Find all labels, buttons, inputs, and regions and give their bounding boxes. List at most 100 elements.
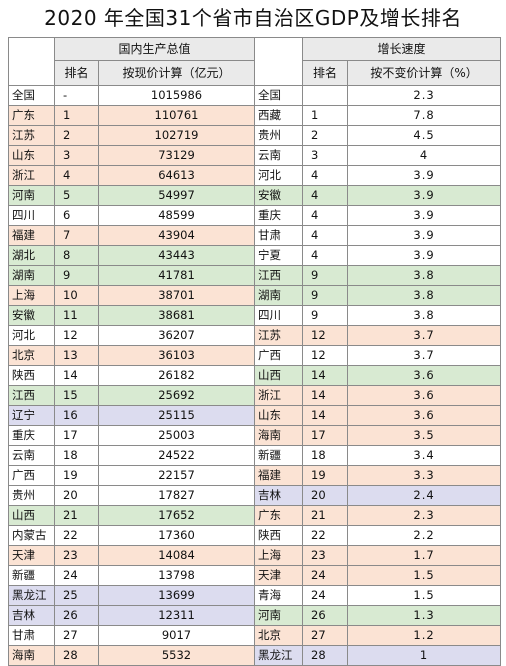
gdp-rank-cell: 7 (54, 225, 99, 246)
gdp-rank-cell: 22 (54, 525, 99, 546)
growth-province-cell: 西藏 (254, 105, 304, 126)
growth-rate-cell: 1 (347, 645, 502, 666)
growth-rate-cell: 3.8 (347, 265, 502, 286)
growth-province-cell: 河北 (254, 165, 304, 186)
gdp-province-cell: 广东 (8, 105, 55, 126)
gdp-value-cell: 9017 (97, 625, 256, 646)
gdp-value-cell: 54997 (97, 185, 256, 206)
growth-province-cell: 云南 (254, 145, 304, 166)
growth-rate-cell: 3.9 (347, 225, 502, 246)
gdp-rank-cell: 11 (54, 305, 99, 326)
growth-rate-cell: 1.5 (347, 565, 502, 586)
gdp-value-cell: 17827 (97, 485, 256, 506)
gdp-province-cell: 天津 (8, 545, 55, 566)
header-row-groups: 国内生产总值 增长速度 (8, 37, 502, 86)
growth-province-cell: 山东 (254, 405, 304, 426)
growth-province-cell: 四川 (254, 305, 304, 326)
gdp-province-cell: 江苏 (8, 125, 55, 146)
gdp-value-cell: 73129 (97, 145, 256, 166)
gdp-rank-cell: 25 (54, 585, 99, 606)
table-row: 山西 21 17652 广东 21 2.3 (8, 505, 502, 526)
table-row: 辽宁 16 25115 山东 14 3.6 (8, 405, 502, 426)
gdp-value-cell: 48599 (97, 205, 256, 226)
growth-rate-cell: 2.3 (347, 505, 502, 526)
growth-province-cell: 浙江 (254, 385, 304, 406)
growth-rank-cell: 28 (302, 645, 349, 666)
growth-rank-cell: 23 (302, 545, 349, 566)
growth-rate-cell: 3.7 (347, 345, 502, 366)
growth-rate-cell: 3.9 (347, 185, 502, 206)
growth-rank-cell: 27 (302, 625, 349, 646)
table-row: 云南 18 24522 新疆 18 3.4 (8, 445, 502, 466)
gdp-value-cell: 17360 (97, 525, 256, 546)
gdp-province-cell: 新疆 (8, 565, 55, 586)
gdp-value-cell: 24522 (97, 445, 256, 466)
gdp-rank-cell: 21 (54, 505, 99, 526)
gdp-rank-cell: 2 (54, 125, 99, 146)
gdp-province-cell: 海南 (8, 645, 55, 666)
growth-rank-cell: 12 (302, 325, 349, 346)
growth-rate-cell: 1.7 (347, 545, 502, 566)
gdp-rank-cell: 24 (54, 565, 99, 586)
growth-rank-cell: 4 (302, 225, 349, 246)
growth-rate-cell: 3.9 (347, 165, 502, 186)
gdp-rank-cell: - (54, 85, 99, 106)
table-row: 山东 3 73129 云南 3 4 (8, 145, 502, 166)
gdp-province-cell: 北京 (8, 345, 55, 366)
gdp-rank-cell: 19 (54, 465, 99, 486)
gdp-rank-cell: 20 (54, 485, 99, 506)
gdp-value-cell: 17652 (97, 505, 256, 526)
page-title: 2020 年全国31个省市自治区GDP及增长排名 (44, 6, 462, 30)
table-row: 重庆 17 25003 海南 17 3.5 (8, 425, 502, 446)
growth-province-cell: 宁夏 (254, 245, 304, 266)
growth-province-cell: 广东 (254, 505, 304, 526)
growth-province-cell: 天津 (254, 565, 304, 586)
table-row: 四川 6 48599 重庆 4 3.9 (8, 205, 502, 226)
table-row: 海南 28 5532 黑龙江 28 1 (8, 645, 502, 666)
gdp-rank-cell: 14 (54, 365, 99, 386)
growth-rank-cell: 20 (302, 485, 349, 506)
growth-rank-cell: 14 (302, 385, 349, 406)
gdp-province-cell: 福建 (8, 225, 55, 246)
gdp-rank-cell: 15 (54, 385, 99, 406)
header-blank-left (8, 37, 55, 86)
growth-province-cell: 陕西 (254, 525, 304, 546)
gdp-value-cell: 36207 (97, 325, 256, 346)
gdp-rank-cell: 23 (54, 545, 99, 566)
table-row: 黑龙江 25 13699 青海 24 1.5 (8, 585, 502, 606)
growth-rate-cell: 2.4 (347, 485, 502, 506)
table-row: 贵州 20 17827 吉林 20 2.4 (8, 485, 502, 506)
gdp-value-cell: 110761 (97, 105, 256, 126)
table-row: 广西 19 22157 福建 19 3.3 (8, 465, 502, 486)
growth-rank-cell: 14 (302, 405, 349, 426)
gdp-rank-cell: 4 (54, 165, 99, 186)
table-row: 吉林 26 12311 河南 26 1.3 (8, 605, 502, 626)
growth-province-cell: 山西 (254, 365, 304, 386)
header-rank-growth: 排名 (302, 60, 349, 86)
gdp-province-cell: 云南 (8, 445, 55, 466)
gdp-rank-cell: 13 (54, 345, 99, 366)
gdp-rank-cell: 16 (54, 405, 99, 426)
gdp-province-cell: 全国 (8, 85, 55, 106)
gdp-province-cell: 吉林 (8, 605, 55, 626)
gdp-value-cell: 25003 (97, 425, 256, 446)
growth-province-cell: 上海 (254, 545, 304, 566)
gdp-ranking-table: 国内生产总值 增长速度 排名 按现价计算（亿元） 排名 按不变价计算（%） 全国… (8, 37, 502, 666)
gdp-value-cell: 36103 (97, 345, 256, 366)
gdp-province-cell: 辽宁 (8, 405, 55, 426)
gdp-value-cell: 13798 (97, 565, 256, 586)
header-gdp-value: 按现价计算（亿元） (97, 60, 256, 86)
header-gdp-group: 国内生产总值 (53, 37, 256, 61)
gdp-rank-cell: 27 (54, 625, 99, 646)
gdp-rank-cell: 3 (54, 145, 99, 166)
table-row: 新疆 24 13798 天津 24 1.5 (8, 565, 502, 586)
gdp-province-cell: 陕西 (8, 365, 55, 386)
gdp-rank-cell: 18 (54, 445, 99, 466)
gdp-value-cell: 12311 (97, 605, 256, 626)
growth-rate-cell: 3.9 (347, 245, 502, 266)
growth-rank-cell: 2 (302, 125, 349, 146)
growth-rank-cell: 19 (302, 465, 349, 486)
growth-rate-cell: 2.2 (347, 525, 502, 546)
table-row: 福建 7 43904 甘肃 4 3.9 (8, 225, 502, 246)
gdp-rank-cell: 9 (54, 265, 99, 286)
